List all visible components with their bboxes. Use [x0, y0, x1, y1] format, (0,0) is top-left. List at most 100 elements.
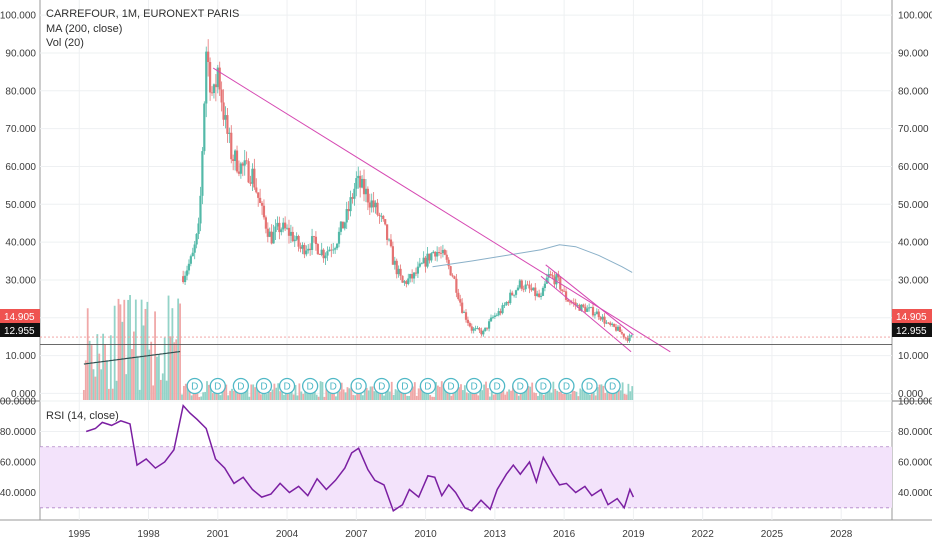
candle-body — [232, 159, 235, 162]
volume-bar — [229, 390, 232, 400]
volume-bar — [404, 393, 407, 400]
volume-bar — [544, 391, 547, 400]
volume-bar — [123, 299, 126, 400]
dividend-marker-label: D — [214, 382, 221, 393]
dividend-marker-circle — [489, 377, 506, 395]
candle-body — [489, 317, 493, 322]
candle-body — [418, 263, 421, 267]
volume-bar — [111, 388, 114, 400]
candle-body — [360, 178, 364, 188]
candle-body — [414, 272, 418, 274]
time-tick-label: 2025 — [761, 529, 784, 540]
volume-bar — [169, 336, 172, 400]
trendline — [212, 67, 671, 353]
candle-body — [362, 178, 366, 195]
rsi-tick-label-left: 40.0000 — [0, 488, 36, 499]
candle-body — [589, 307, 593, 308]
volume-bar — [421, 390, 424, 400]
candle-body — [255, 187, 258, 193]
volume-bar — [96, 334, 99, 400]
candle-body — [586, 308, 589, 312]
dividend-marker-label: D — [237, 382, 244, 393]
candle-body — [297, 236, 300, 247]
volume-bar — [265, 394, 268, 400]
candle-body — [557, 274, 560, 278]
volume-bar — [184, 383, 187, 400]
volume-bar — [469, 393, 472, 400]
volume-bar — [548, 390, 551, 400]
volume-bar — [188, 388, 191, 400]
volume-bar — [604, 392, 607, 400]
candle-body — [193, 244, 196, 253]
volume-bar — [150, 341, 153, 400]
candle-body — [445, 254, 448, 260]
candle-body — [208, 62, 212, 93]
price-pane[interactable] — [40, 0, 892, 401]
candle-body — [210, 92, 214, 94]
candle-body — [241, 163, 244, 166]
candle-body — [503, 304, 506, 306]
price-line-tag-right: 12.955 — [892, 323, 932, 337]
volume-bar — [388, 391, 391, 400]
candle-body — [337, 231, 341, 244]
rsi-band — [40, 446, 892, 509]
rsi-tick-label-left: 80.0000 — [0, 427, 36, 438]
volume-bar — [231, 388, 233, 400]
volume-bar — [615, 386, 618, 400]
candle-body — [366, 188, 369, 203]
volume-bar — [171, 308, 174, 400]
candle-body — [274, 226, 277, 233]
volume-bar — [542, 394, 545, 400]
dividend-marker-circle — [301, 377, 319, 395]
volume-bar — [256, 383, 258, 400]
time-tick-label: 2022 — [692, 529, 715, 540]
candle-body — [426, 253, 429, 267]
volume-bar — [296, 395, 299, 400]
volume-bar — [425, 391, 428, 400]
volume-bar — [329, 388, 332, 400]
volume-bar — [454, 389, 457, 400]
candle-body — [628, 335, 631, 341]
candle-body — [626, 338, 629, 341]
candle-body — [572, 302, 575, 304]
price-tick-label-right: 90.000 — [898, 48, 929, 59]
price-tick-label-right: 40.000 — [898, 238, 929, 249]
candle-body — [468, 323, 471, 327]
volume-bar — [546, 391, 549, 400]
candle-body — [322, 249, 325, 259]
volume-bar — [375, 387, 378, 400]
volume-bar — [413, 382, 416, 400]
time-tick-label: 2013 — [484, 529, 507, 540]
candle-body — [470, 326, 473, 331]
time-tick-label: 2010 — [414, 529, 437, 540]
volume-bar — [527, 385, 530, 400]
candle-body — [343, 222, 346, 229]
candle-body — [599, 317, 602, 320]
price-tick-label-left: 50.000 — [5, 200, 36, 211]
time-tick-label: 2001 — [207, 529, 230, 540]
candle-body — [326, 251, 329, 256]
candle-body — [430, 253, 433, 261]
dividend-marker: D — [535, 377, 552, 395]
volume-bar — [298, 383, 301, 400]
candle-body — [541, 288, 545, 296]
rsi-tick-label-right: 40.0000 — [898, 488, 932, 499]
candle-body — [453, 276, 456, 279]
volume-bar — [381, 390, 384, 400]
volume-bar — [283, 394, 285, 400]
overlay-lines — [40, 67, 892, 512]
candle-body — [422, 257, 425, 264]
candle-body — [439, 252, 443, 254]
volume-bar — [173, 342, 176, 400]
volume-bar — [100, 369, 103, 400]
volume-bar — [86, 308, 89, 400]
candle-body — [257, 192, 260, 198]
volume-bar — [115, 380, 118, 400]
candle-body — [416, 266, 419, 274]
trendline — [545, 264, 634, 336]
dividend-marker-label: D — [540, 382, 547, 393]
volume-bar — [625, 394, 628, 400]
volume-bar — [269, 391, 272, 400]
candle-body — [299, 246, 302, 249]
